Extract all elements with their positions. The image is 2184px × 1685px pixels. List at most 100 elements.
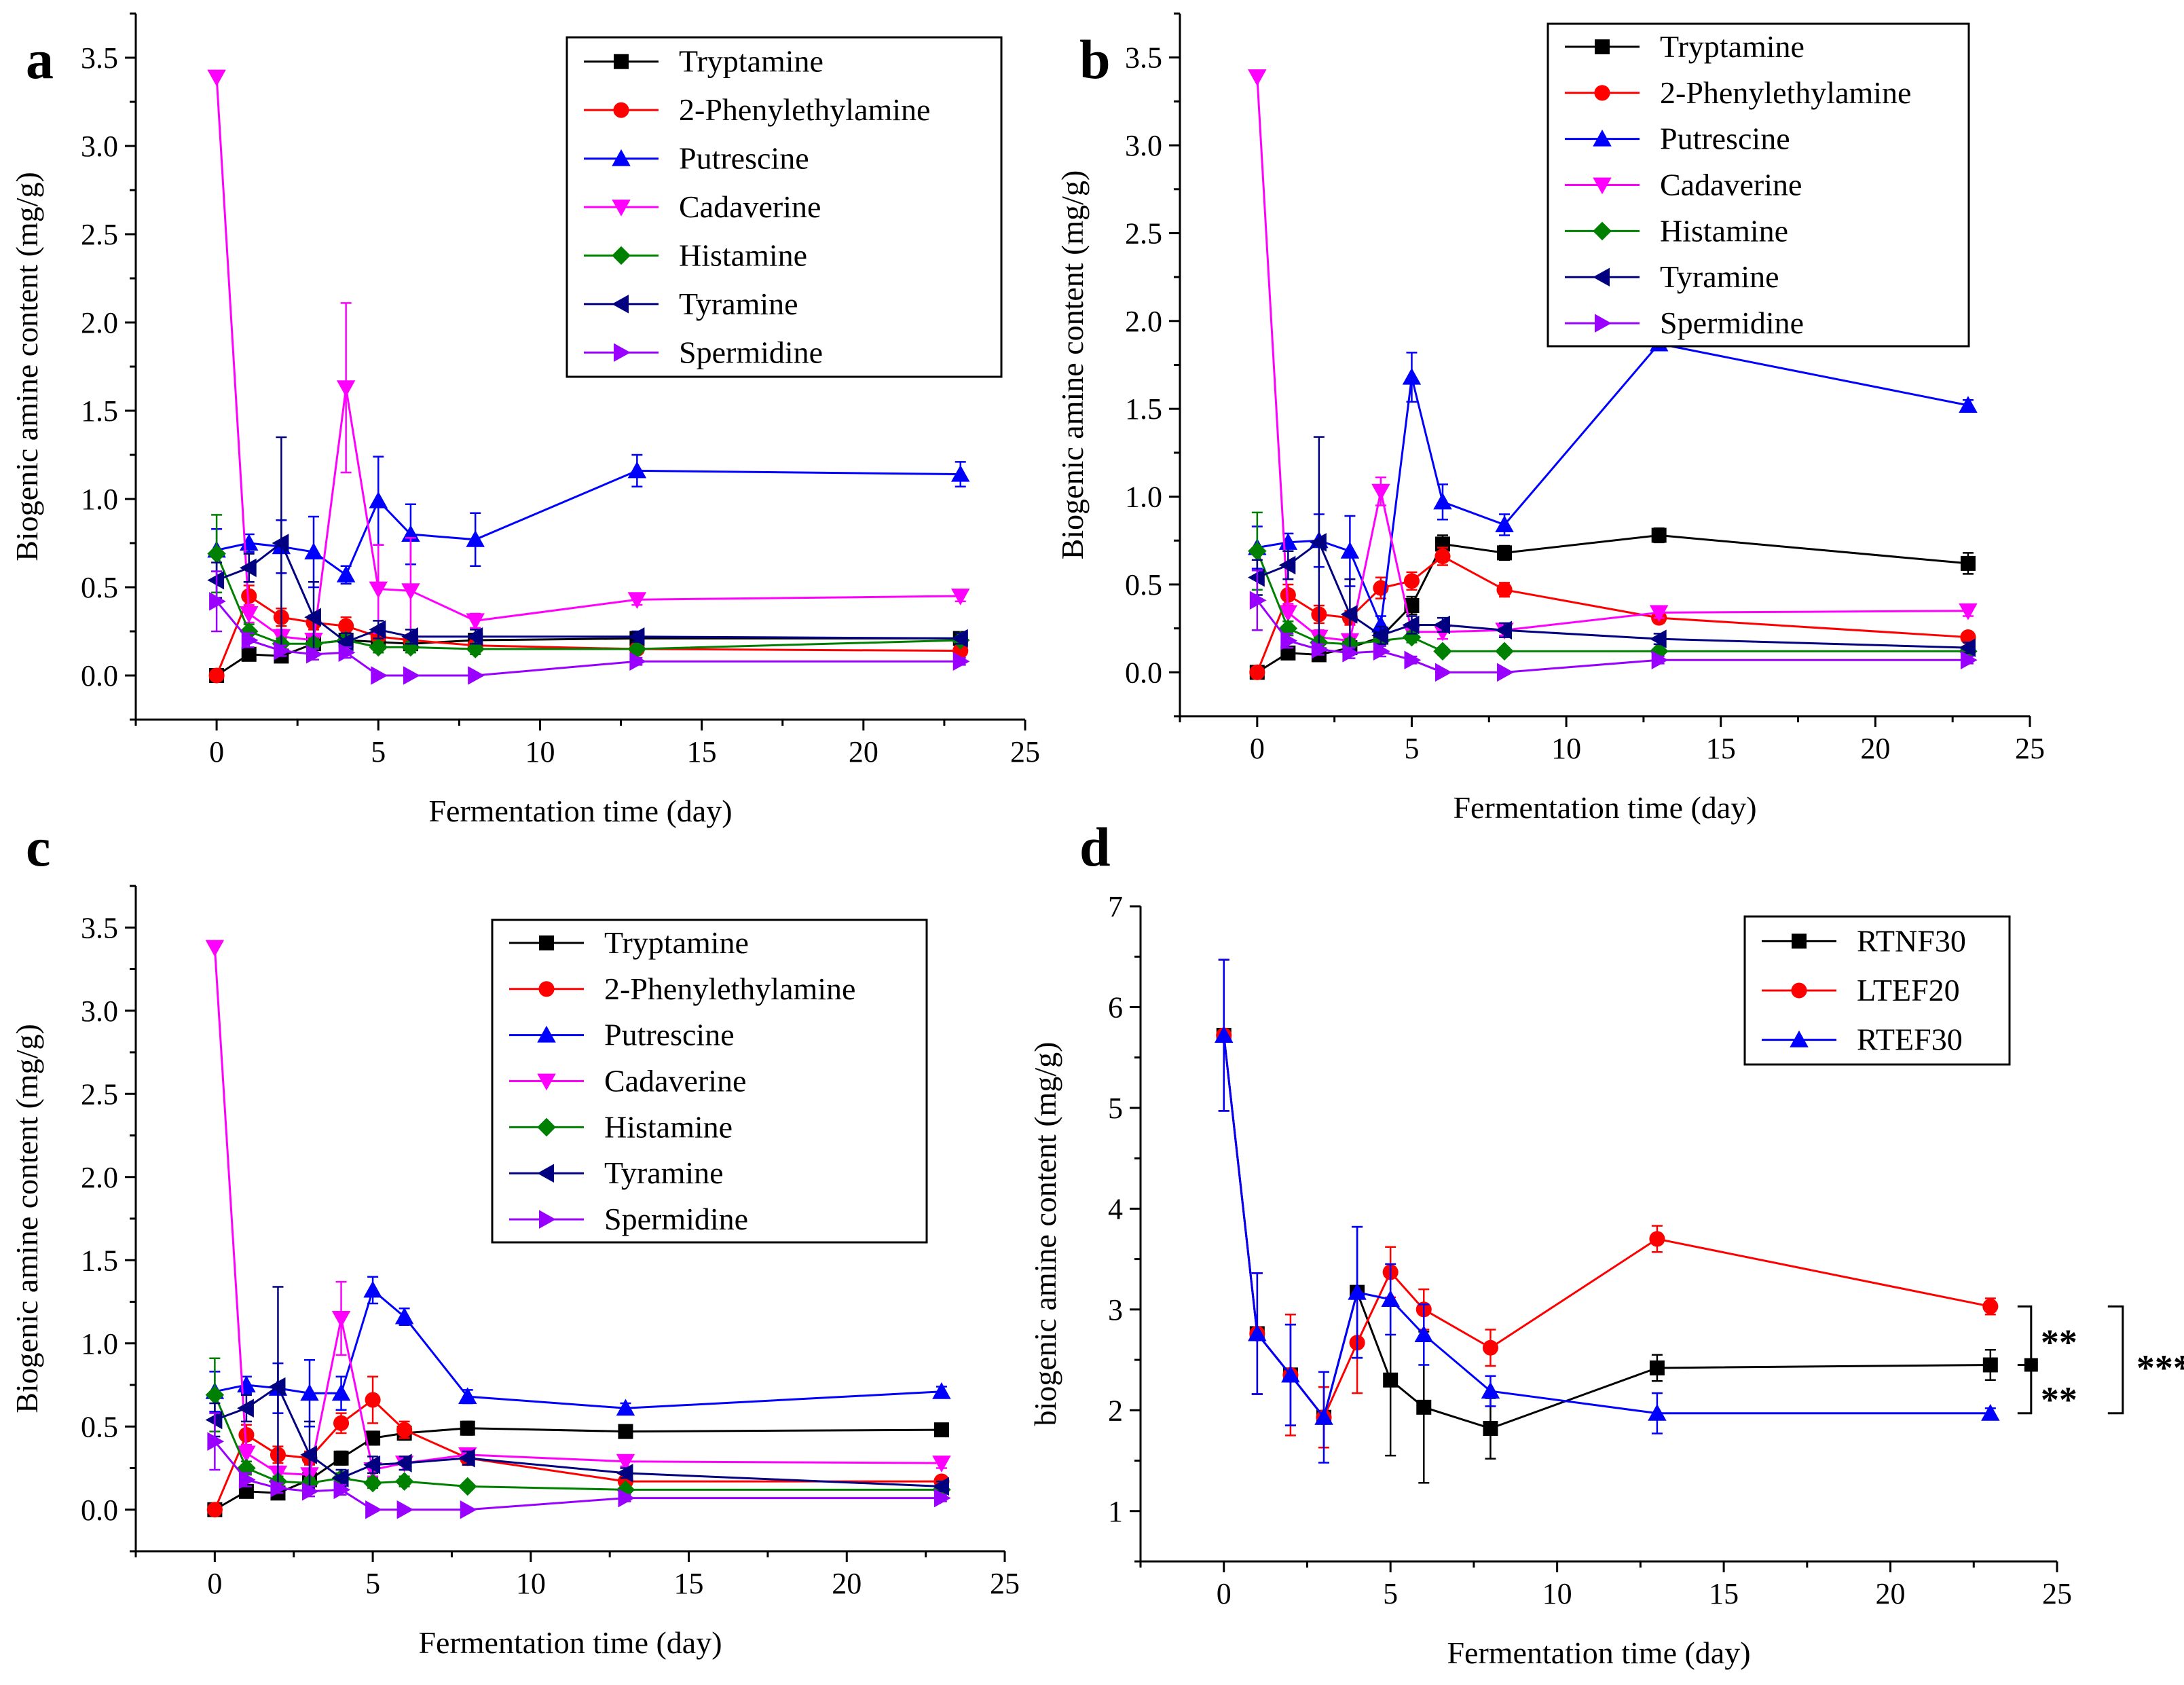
data-point [241, 646, 257, 662]
y-tick-label: 0.0 [1125, 656, 1162, 689]
x-axis-title: Fermentation time (day) [1453, 790, 1756, 825]
x-tick-label: 25 [2015, 732, 2045, 765]
data-point [1214, 1026, 1234, 1043]
data-point [1433, 642, 1452, 661]
data-point [207, 1432, 225, 1451]
x-tick-label: 10 [1551, 732, 1581, 765]
y-tick-label: 3.0 [81, 130, 118, 163]
legend-item: Cadaverine [1565, 168, 1802, 202]
data-point [1414, 1325, 1434, 1342]
data-point [1404, 650, 1422, 669]
data-point [1433, 492, 1452, 510]
y-tick-label: 1 [1108, 1495, 1123, 1528]
data-point [1342, 644, 1360, 663]
legend-marker [1792, 933, 1807, 949]
panel-letter: a [26, 29, 54, 90]
data-point [304, 542, 323, 559]
legend-marker [614, 54, 629, 69]
data-point [950, 589, 970, 606]
legend-item: Tryptamine [509, 925, 749, 960]
series-line [215, 594, 961, 676]
data-point [238, 1426, 255, 1443]
data-point [302, 1482, 319, 1501]
y-tick-label: 2.0 [81, 1161, 118, 1194]
series-line [1257, 534, 1969, 673]
y-tick-label: 1.5 [1125, 392, 1162, 426]
data-point [1311, 640, 1329, 659]
series-2-phenylethylamine [1249, 547, 1976, 680]
data-point [238, 1470, 256, 1489]
legend-item: Tyramine [584, 286, 798, 321]
series-histamine [1248, 511, 1978, 661]
legend-label: Histamine [679, 238, 807, 272]
legend-label: Spermidine [1660, 305, 1804, 340]
legend-label: Cadaverine [1660, 168, 1802, 202]
data-point [1649, 605, 1669, 623]
legend-item: 2-Phenylethylamine [584, 92, 930, 127]
legend-label: Tyramine [604, 1155, 724, 1190]
series-line [215, 600, 961, 677]
y-axis-title: biogenic amine content (mg/g) [1028, 1042, 1062, 1426]
legend-marker [612, 246, 631, 265]
data-point [1371, 483, 1390, 501]
data-point [1340, 605, 1358, 624]
y-tick-label: 2.0 [81, 306, 118, 339]
data-point [394, 1307, 414, 1325]
data-point [933, 1422, 949, 1438]
y-tick-label: 1.5 [81, 1244, 118, 1277]
legend-label: Histamine [604, 1109, 733, 1144]
data-point [1482, 1339, 1499, 1356]
panel-letter: c [26, 816, 50, 878]
y-tick-label: 2.5 [81, 218, 118, 251]
data-point [1340, 542, 1360, 559]
data-point [627, 592, 647, 609]
data-point [458, 1477, 477, 1496]
data-point [1981, 1404, 2000, 1421]
series-putrescine [1248, 334, 1978, 635]
legend-item: Tryptamine [584, 44, 823, 79]
series-line [1256, 551, 1968, 652]
data-point [1248, 542, 1267, 561]
x-tick-label: 5 [365, 1567, 380, 1600]
legend-marker [612, 200, 631, 217]
data-point [1495, 621, 1513, 640]
panel-a: a 0 5 10 15 20 25 0.0 0.5 1.0 1.5 2.0 2.5 3.0 3.5 Ferme… [10, 12, 1040, 828]
legend-marker [1790, 1030, 1809, 1048]
series-line [216, 541, 961, 644]
y-tick-label: 1.0 [81, 1327, 118, 1360]
data-point [1310, 533, 1327, 552]
data-point [460, 1500, 477, 1519]
series-line [1223, 1035, 1991, 1430]
data-point [300, 1384, 319, 1401]
data-point [1651, 527, 1667, 543]
data-point [1248, 568, 1265, 587]
legend-item: Spermidine [584, 335, 823, 369]
bracket-marker [2024, 1358, 2038, 1372]
x-tick-label: 10 [525, 735, 555, 769]
x-axis-title: Fermentation time (day) [428, 794, 732, 828]
data-point [950, 629, 968, 648]
data-point [1495, 515, 1514, 532]
data-point [208, 667, 225, 684]
data-point [336, 566, 356, 582]
data-point [1960, 555, 1976, 571]
series-line [1257, 342, 1969, 629]
series-line [216, 637, 961, 677]
legend: Tryptamine 2-Phenylethylamine Putrescine Ca… [566, 36, 1003, 378]
x-axis-title: Fermentation time (day) [1447, 1635, 1750, 1670]
significance-label: ** [2041, 1322, 2077, 1363]
data-point [239, 606, 259, 623]
data-point [618, 1488, 635, 1508]
data-point [206, 1502, 223, 1518]
legend-item: Tyramine [509, 1155, 724, 1190]
y-axis-title: Biogenic amine content (mg/g) [10, 1024, 44, 1413]
legend-marker [614, 343, 631, 363]
data-point [371, 666, 388, 685]
data-point [932, 1456, 951, 1473]
series-line [214, 1441, 942, 1511]
y-tick-label: 0.5 [81, 571, 118, 604]
x-tick-label: 20 [849, 735, 878, 769]
data-point [365, 1430, 381, 1446]
y-tick-label: 4 [1108, 1192, 1123, 1225]
panel-c: c 0 5 10 15 20 25 0.0 0.5 1.0 1.5 2.0 2.5 3.0 3.5 Ferme… [10, 816, 1020, 1660]
